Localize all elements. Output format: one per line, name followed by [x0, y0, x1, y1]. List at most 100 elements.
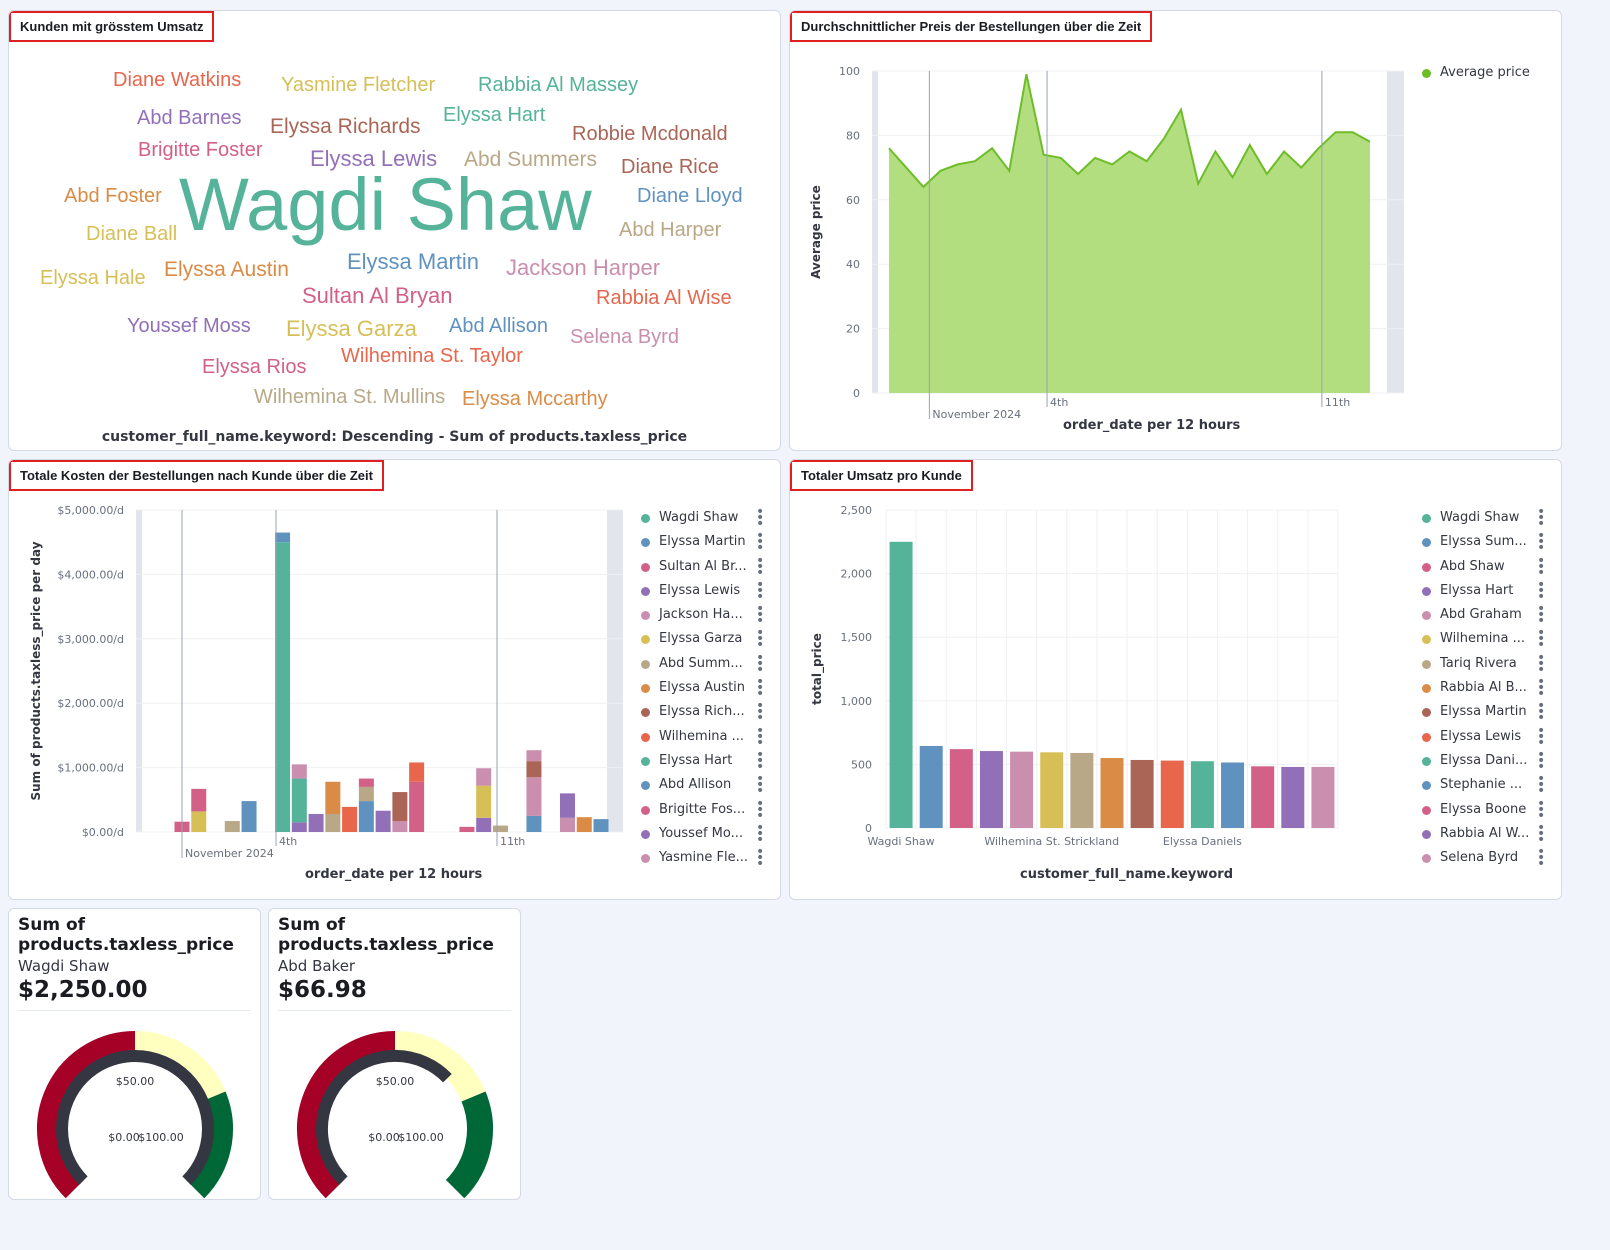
wordcloud-word[interactable]: Wilhemina St. Taylor — [341, 345, 523, 367]
legend-item[interactable]: Rabbia Al B... • • • — [1420, 674, 1546, 703]
more-actions-icon[interactable]: • • • — [1537, 576, 1546, 605]
wordcloud-word[interactable]: Elyssa Garza — [286, 316, 417, 341]
wordcloud-word[interactable]: Diane Rice — [621, 156, 719, 178]
wordcloud-word[interactable]: Elyssa Hale — [40, 267, 146, 289]
wordcloud-word[interactable]: Wagdi Shaw — [179, 163, 592, 246]
legend-item[interactable]: Elyssa Sum... • • • — [1420, 528, 1546, 557]
legend-item[interactable]: Elyssa Martin • • • — [639, 528, 765, 557]
wordcloud-word[interactable]: Abd Barnes — [137, 107, 242, 129]
wordcloud-word[interactable]: Abd Allison — [449, 315, 548, 337]
more-actions-icon[interactable]: • • • — [1537, 601, 1546, 630]
more-actions-icon[interactable]: • • • — [756, 795, 765, 824]
legend-item[interactable]: Abd Shaw • • • — [1420, 552, 1546, 581]
more-actions-icon[interactable]: • • • — [1537, 504, 1546, 532]
legend-dot-icon — [641, 805, 650, 815]
legend-item[interactable]: Yasmine Fle... • • • — [639, 844, 765, 873]
legend-item[interactable]: Elyssa Garza • • • — [639, 625, 765, 654]
legend-item[interactable]: Abd Allison • • • — [639, 771, 765, 800]
x-tick-label: 4th — [1050, 396, 1068, 409]
more-actions-icon[interactable]: • • • — [1537, 674, 1546, 703]
legend-item[interactable]: Abd Summ... • • • — [639, 649, 765, 678]
legend-item[interactable]: Jackson Ha... • • • — [639, 601, 765, 630]
legend-item[interactable]: Elyssa Dani... • • • — [1420, 746, 1546, 775]
wordcloud-word[interactable]: Diane Lloyd — [637, 185, 743, 207]
wordcloud-word[interactable]: Abd Summers — [464, 148, 598, 171]
more-actions-icon[interactable]: • • • — [756, 771, 765, 800]
legend-label: Abd Shaw — [1440, 558, 1505, 574]
wordcloud-word[interactable]: Diane Watkins — [113, 69, 242, 91]
wordcloud-word[interactable]: Elyssa Rios — [202, 356, 307, 378]
legend-item[interactable]: Elyssa Boone • • • — [1420, 795, 1546, 824]
wordcloud-word[interactable]: Selena Byrd — [570, 326, 679, 348]
more-actions-icon[interactable]: • • • — [1537, 722, 1546, 751]
more-actions-icon[interactable]: • • • — [756, 649, 765, 678]
legend-item[interactable]: Youssef Mo... • • • — [639, 819, 765, 848]
stacked-bar-segment — [559, 793, 575, 818]
more-actions-icon[interactable]: • • • — [1537, 844, 1546, 873]
legend-item[interactable]: Wilhemina ... • • • — [1420, 625, 1546, 654]
legend-item[interactable]: Average price — [1420, 61, 1550, 85]
metric-panel-abd-baker: Sum of products.taxless_price Abd Baker … — [268, 908, 521, 1200]
more-actions-icon[interactable]: • • • — [756, 601, 765, 630]
wordcloud-word[interactable]: Elyssa Richards — [270, 115, 421, 138]
legend-item[interactable]: Elyssa Austin • • • — [639, 674, 765, 703]
legend-item[interactable]: Elyssa Hart • • • — [639, 746, 765, 775]
more-actions-icon[interactable]: • • • — [756, 722, 765, 751]
legend-item[interactable]: Sultan Al Br... • • • — [639, 552, 765, 581]
wordcloud-word[interactable]: Robbie Mcdonald — [572, 123, 728, 145]
more-actions-icon[interactable]: • • • — [756, 698, 765, 727]
wordcloud-word[interactable]: Youssef Moss — [127, 315, 251, 337]
wordcloud-word[interactable]: Sultan Al Bryan — [302, 283, 453, 308]
wordcloud-word[interactable]: Elyssa Martin — [347, 249, 480, 274]
more-actions-icon[interactable]: • • • — [756, 576, 765, 605]
more-actions-icon[interactable]: • • • — [756, 504, 765, 532]
wordcloud-word[interactable]: Diane Ball — [86, 223, 178, 245]
more-actions-icon[interactable]: • • • — [756, 625, 765, 654]
wordcloud-word[interactable]: Yasmine Fletcher — [281, 74, 436, 96]
legend-item[interactable]: Brigitte Fos... • • • — [639, 795, 765, 824]
more-actions-icon[interactable]: • • • — [756, 552, 765, 581]
legend-item[interactable]: Selena Byrd • • • — [1420, 844, 1546, 873]
more-actions-icon[interactable]: • • • — [1537, 698, 1546, 727]
more-actions-icon[interactable]: • • • — [1537, 819, 1546, 848]
legend-item[interactable]: Elyssa Lewis • • • — [1420, 722, 1546, 751]
y-tick-label: $5,000.00/d — [57, 504, 124, 517]
wordcloud-word[interactable]: Elyssa Mccarthy — [462, 388, 608, 410]
more-actions-icon[interactable]: • • • — [1537, 771, 1546, 800]
legend-item[interactable]: Wilhemina ... • • • — [639, 722, 765, 751]
more-actions-icon[interactable]: • • • — [1537, 528, 1546, 557]
legend-item[interactable]: Rabbia Al W... • • • — [1420, 819, 1546, 848]
more-actions-icon[interactable]: • • • — [1537, 795, 1546, 824]
wordcloud-word[interactable]: Brigitte Foster — [138, 139, 263, 161]
legend-item[interactable]: Wagdi Shaw • • • — [639, 504, 765, 532]
wordcloud-word[interactable]: Abd Foster — [64, 185, 162, 207]
legend-item[interactable]: Elyssa Hart • • • — [1420, 576, 1546, 605]
more-actions-icon[interactable]: • • • — [1537, 552, 1546, 581]
legend-item[interactable]: Elyssa Martin • • • — [1420, 698, 1546, 727]
legend-dot-icon — [641, 781, 650, 791]
wordcloud-word[interactable]: Wilhemina St. Mullins — [254, 386, 446, 408]
wordcloud-word[interactable]: Jackson Harper — [506, 255, 661, 280]
legend-item[interactable]: Wagdi Shaw • • • — [1420, 504, 1546, 532]
wordcloud-word[interactable]: Elyssa Austin — [164, 258, 289, 281]
more-actions-icon[interactable]: • • • — [756, 674, 765, 703]
wordcloud-word[interactable]: Elyssa Lewis — [310, 146, 438, 171]
more-actions-icon[interactable]: • • • — [756, 528, 765, 557]
wordcloud-word[interactable]: Abd Harper — [619, 219, 722, 241]
more-actions-icon[interactable]: • • • — [756, 819, 765, 848]
more-actions-icon[interactable]: • • • — [1537, 746, 1546, 775]
legend-item[interactable]: Stephanie ... • • • — [1420, 771, 1546, 800]
bar — [1221, 762, 1245, 828]
legend-dot-icon — [1422, 611, 1431, 621]
more-actions-icon[interactable]: • • • — [756, 746, 765, 775]
wordcloud-word[interactable]: Elyssa Hart — [443, 104, 546, 126]
more-actions-icon[interactable]: • • • — [1537, 625, 1546, 654]
more-actions-icon[interactable]: • • • — [756, 844, 765, 873]
legend-item[interactable]: Abd Graham • • • — [1420, 601, 1546, 630]
more-actions-icon[interactable]: • • • — [1537, 649, 1546, 678]
legend-item[interactable]: Elyssa Rich... • • • — [639, 698, 765, 727]
wordcloud-word[interactable]: Rabbia Al Wise — [596, 287, 732, 309]
legend-item[interactable]: Elyssa Lewis • • • — [639, 576, 765, 605]
legend-item[interactable]: Tariq Rivera • • • — [1420, 649, 1546, 678]
wordcloud-word[interactable]: Rabbia Al Massey — [478, 74, 639, 96]
